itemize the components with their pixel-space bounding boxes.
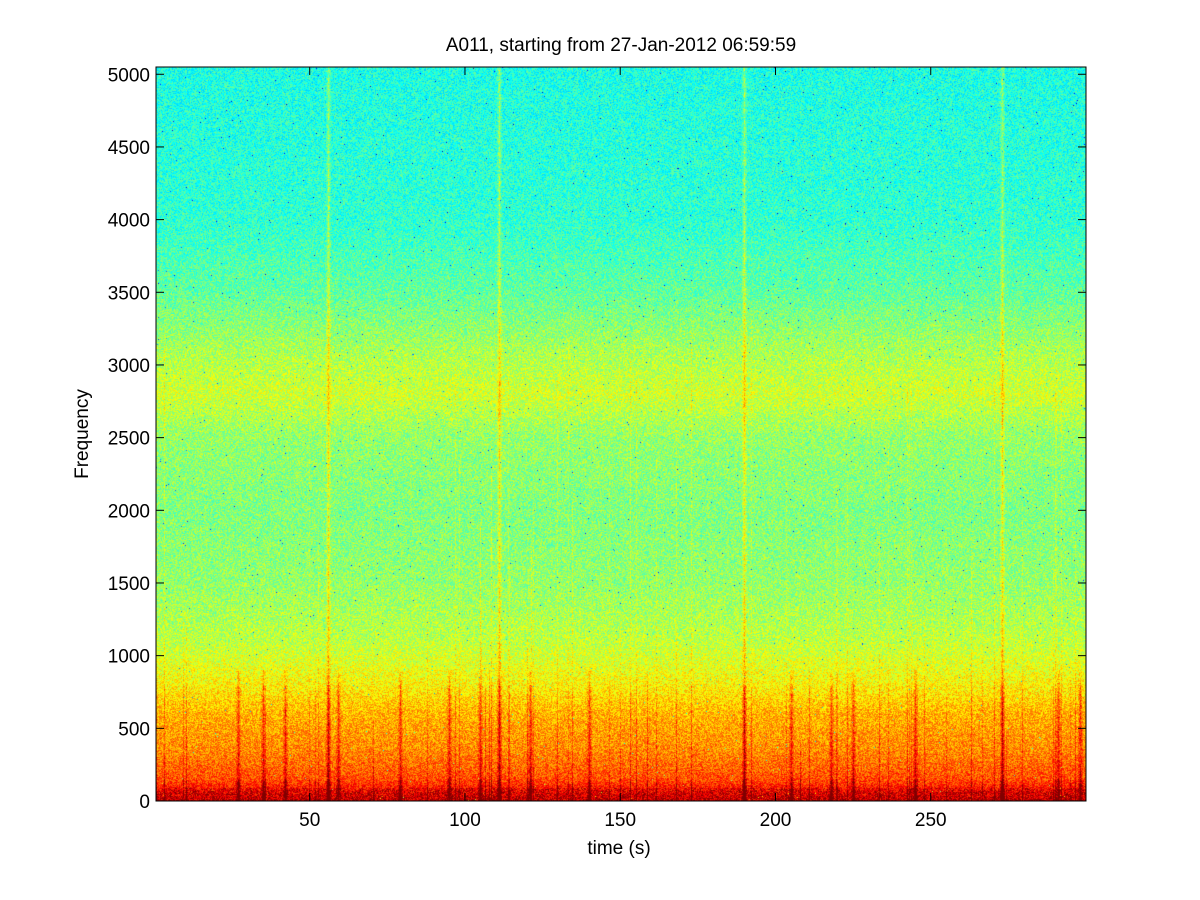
y-tick-label: 1500	[108, 574, 150, 595]
y-tick-label: 3500	[108, 283, 150, 304]
y-tick-label: 500	[118, 719, 150, 740]
y-tick-label: 2500	[108, 429, 150, 450]
chart-title: A011, starting from 27-Jan-2012 06:59:59	[446, 35, 796, 56]
x-tick-label: 150	[604, 810, 636, 831]
x-tick-label: 250	[915, 810, 947, 831]
plot-area	[156, 67, 1086, 801]
axes-frame	[155, 66, 1087, 802]
x-axis-label: time (s)	[587, 838, 650, 859]
x-ticks: 50 100 150 200 250	[299, 67, 947, 831]
y-tick-label: 0	[139, 792, 150, 813]
y-ticks: 0 500 1000 1500 2000 2500 3000 3500 4000 4500 5000	[108, 65, 1086, 813]
x-tick-label: 200	[760, 810, 792, 831]
y-tick-label: 2000	[108, 501, 150, 522]
y-tick-label: 1000	[108, 647, 150, 668]
x-tick-label: 50	[299, 810, 320, 831]
y-tick-label: 4000	[108, 211, 150, 232]
y-tick-label: 4500	[108, 138, 150, 159]
x-tick-label: 100	[449, 810, 481, 831]
y-tick-label: 5000	[108, 65, 150, 86]
y-tick-label: 3000	[108, 356, 150, 377]
spectrogram-heatmap	[156, 67, 1086, 801]
y-axis-label: Frequency	[72, 389, 93, 479]
